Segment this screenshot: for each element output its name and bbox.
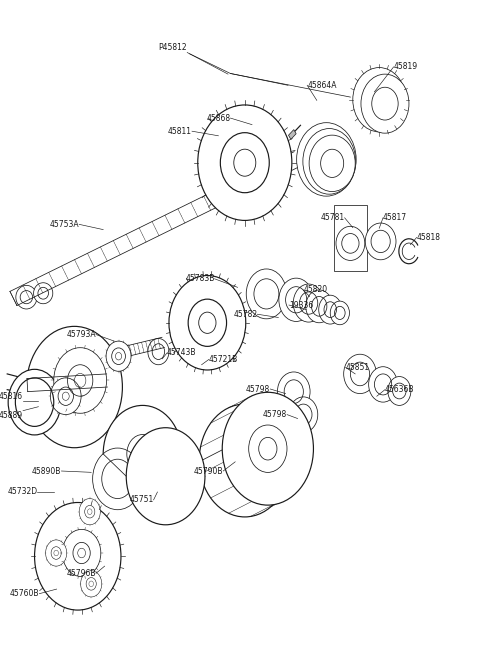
Ellipse shape xyxy=(344,354,376,394)
Text: 45798: 45798 xyxy=(263,410,287,419)
Text: 45890B: 45890B xyxy=(32,466,61,476)
Ellipse shape xyxy=(353,68,406,132)
Ellipse shape xyxy=(306,290,333,323)
Ellipse shape xyxy=(369,367,397,402)
Text: 45793A: 45793A xyxy=(66,330,96,339)
Ellipse shape xyxy=(198,105,292,220)
Text: 45751: 45751 xyxy=(129,495,154,504)
Text: P45812: P45812 xyxy=(158,43,187,52)
Ellipse shape xyxy=(79,499,100,525)
Text: 45798: 45798 xyxy=(246,384,270,394)
Text: 45816: 45816 xyxy=(0,392,23,401)
Ellipse shape xyxy=(26,327,122,448)
Ellipse shape xyxy=(81,571,102,597)
Ellipse shape xyxy=(106,341,131,371)
Ellipse shape xyxy=(148,338,169,365)
Ellipse shape xyxy=(336,226,365,260)
Ellipse shape xyxy=(303,129,356,194)
Text: 45753A: 45753A xyxy=(49,220,79,229)
Text: 45760B: 45760B xyxy=(10,589,39,598)
Text: 45636B: 45636B xyxy=(385,385,414,394)
Ellipse shape xyxy=(293,284,324,322)
Ellipse shape xyxy=(16,285,37,309)
Ellipse shape xyxy=(103,405,182,502)
Text: 45864A: 45864A xyxy=(307,81,336,90)
Text: 45811: 45811 xyxy=(168,127,192,136)
Ellipse shape xyxy=(169,276,246,370)
Ellipse shape xyxy=(50,378,81,415)
Text: 45820: 45820 xyxy=(303,285,327,295)
Ellipse shape xyxy=(309,135,355,192)
Text: 45796B: 45796B xyxy=(67,569,96,578)
Text: 45732D: 45732D xyxy=(7,487,37,497)
Ellipse shape xyxy=(8,369,61,435)
Ellipse shape xyxy=(330,301,349,325)
Ellipse shape xyxy=(199,404,290,517)
Ellipse shape xyxy=(246,269,287,319)
Bar xyxy=(288,130,296,139)
Ellipse shape xyxy=(277,372,310,411)
Text: 45868: 45868 xyxy=(206,113,230,123)
Text: 45782: 45782 xyxy=(233,310,257,319)
Text: 45889: 45889 xyxy=(0,411,23,420)
Ellipse shape xyxy=(35,502,121,610)
Text: 45783B: 45783B xyxy=(185,274,215,283)
Ellipse shape xyxy=(319,295,342,324)
Ellipse shape xyxy=(388,377,411,405)
Ellipse shape xyxy=(54,348,107,413)
Text: 45781: 45781 xyxy=(321,213,345,222)
Text: 45818: 45818 xyxy=(417,233,441,242)
Text: 19336: 19336 xyxy=(289,300,313,310)
Ellipse shape xyxy=(126,428,205,525)
Text: 45743B: 45743B xyxy=(167,348,196,358)
Text: 45721B: 45721B xyxy=(209,355,238,364)
Ellipse shape xyxy=(62,529,101,577)
Text: 45790B: 45790B xyxy=(194,466,223,476)
Ellipse shape xyxy=(46,540,67,566)
Text: 45851: 45851 xyxy=(346,363,370,372)
Ellipse shape xyxy=(289,397,318,432)
Ellipse shape xyxy=(34,283,53,304)
Ellipse shape xyxy=(279,278,313,321)
Ellipse shape xyxy=(361,74,409,133)
Ellipse shape xyxy=(365,223,396,260)
Text: 45819: 45819 xyxy=(394,62,418,72)
Ellipse shape xyxy=(297,123,356,196)
Ellipse shape xyxy=(93,448,143,510)
Ellipse shape xyxy=(222,392,313,505)
Bar xyxy=(334,205,367,271)
Ellipse shape xyxy=(249,425,287,472)
Text: 45817: 45817 xyxy=(383,213,407,222)
